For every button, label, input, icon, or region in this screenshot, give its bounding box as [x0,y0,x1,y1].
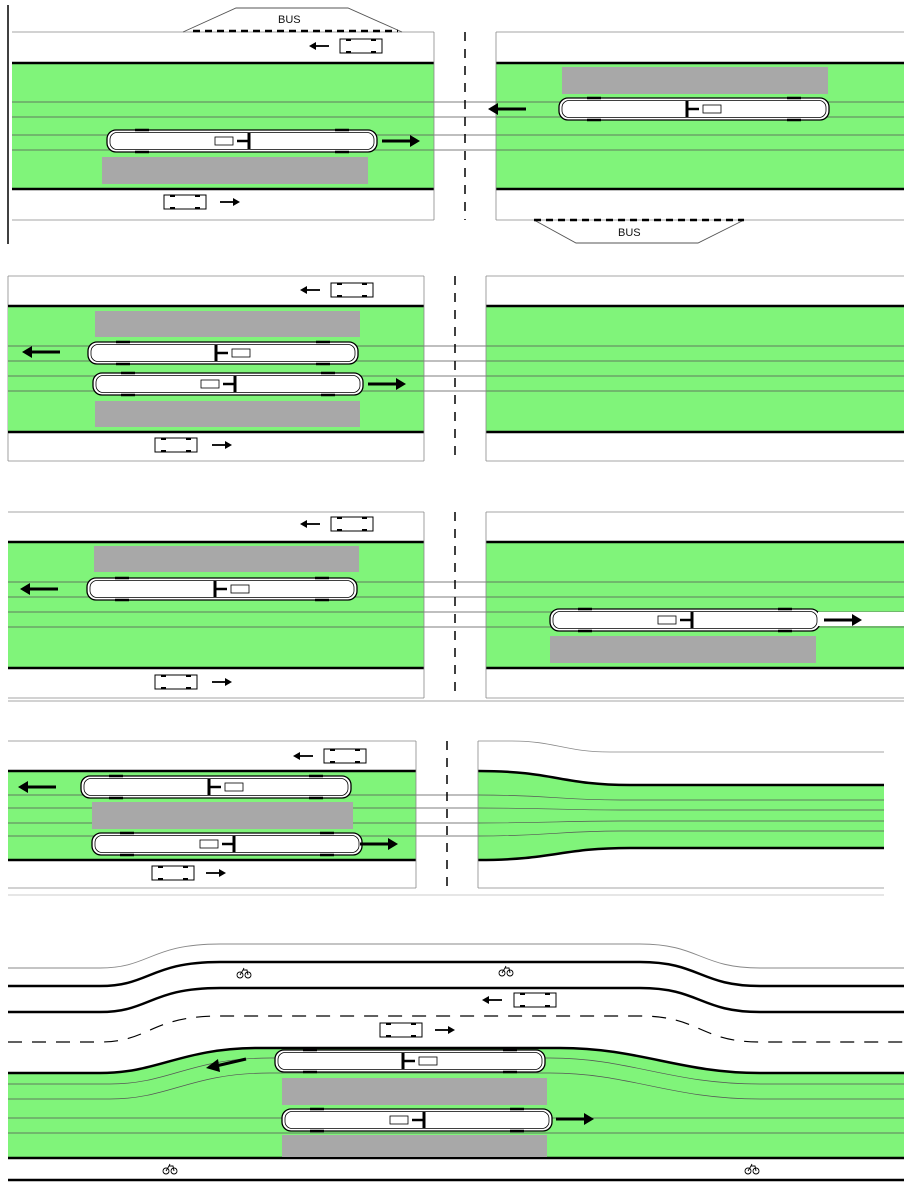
panel-2 [7,275,904,462]
track-extension [818,612,904,626]
platform [92,802,353,829]
panel-1: BUS BUS [7,5,904,244]
arrow-icon [292,751,314,761]
car-icon [154,674,198,690]
curb [477,769,884,787]
arrow-icon [299,285,321,295]
platform [95,311,360,337]
arrow-icon [211,440,233,450]
arrow-icon [211,677,233,687]
tram-icon [105,128,379,154]
car-icon [330,516,374,532]
bike-lane-curb [8,960,904,988]
platform [282,1078,547,1105]
tram-icon [91,371,365,397]
car-icon [163,194,207,210]
road-curb [8,986,904,1014]
tram-icon [548,607,822,633]
car-icon [513,992,557,1008]
tram-icon [90,831,364,857]
car-icon [330,282,374,298]
panel-3 [8,511,904,702]
bicycle-icon [744,1163,760,1175]
platform [562,67,828,94]
curb [477,846,884,862]
arrow-icon [299,519,321,529]
platform [550,636,816,663]
bus-label-top: BUS [278,14,301,26]
track-bed-right [486,306,904,432]
arrow-icon [205,868,227,878]
tram-icon [79,774,353,800]
car-icon [151,865,195,881]
arrow-icon [308,41,330,51]
bicycle-icon [236,967,252,979]
platform [282,1135,547,1157]
arrow-icon [434,1025,456,1035]
track-bed-taper [478,771,884,860]
bicycle-icon [498,965,514,977]
panel-4 [8,740,884,896]
car-icon [339,38,383,54]
platform [102,157,368,184]
bicycle-icon [162,1163,178,1175]
bus-bay-bottom [533,219,745,244]
car-icon [323,748,367,764]
tram-icon [86,340,360,366]
tram-icon [85,576,359,602]
panel-5 [8,943,904,1182]
car-icon [379,1022,423,1038]
platform [95,401,360,427]
bus-label-bottom: BUS [618,227,641,239]
tram-icon [280,1107,554,1133]
arrow-icon [481,995,503,1005]
platform [94,546,359,572]
arrow-icon [206,1057,247,1072]
road-edge-curve [478,740,884,753]
curb [8,1046,904,1075]
tram-icon [273,1048,547,1074]
sidewalk-edge [8,943,904,969]
arrow-icon [219,197,241,207]
bus-bay-top [182,7,403,33]
car-icon [154,437,198,453]
centerline [8,1015,904,1043]
tram-icon [557,96,831,122]
